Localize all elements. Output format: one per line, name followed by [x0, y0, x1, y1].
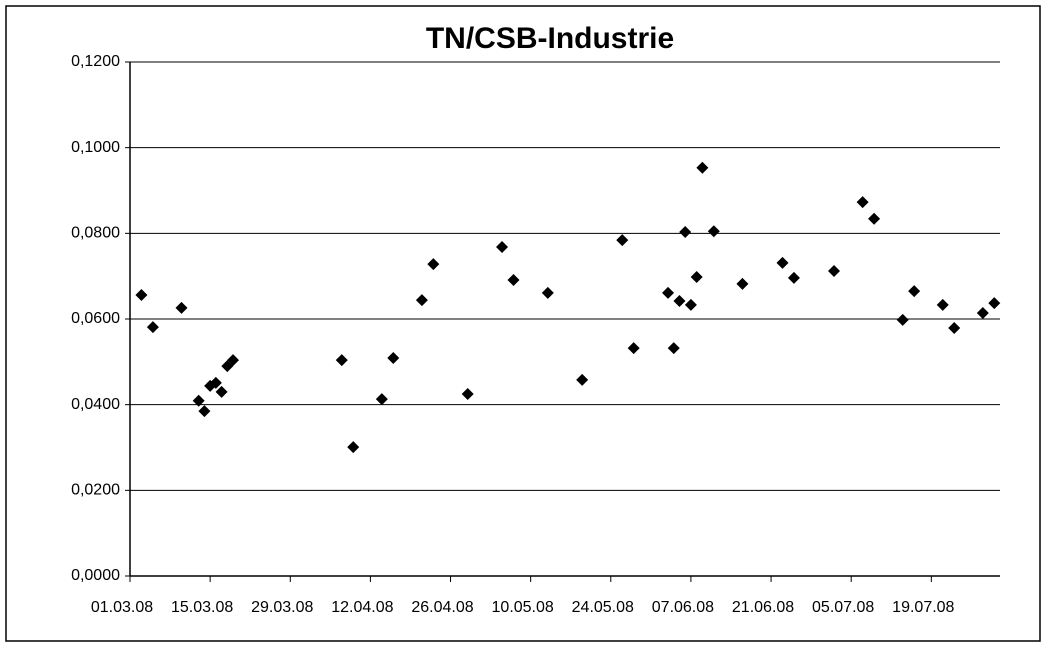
- point: [198, 405, 211, 418]
- point: [387, 351, 400, 364]
- point: [707, 225, 720, 238]
- x-tick-label: 07.06.08: [652, 599, 714, 616]
- chart-title: TN/CSB-Industrie: [426, 22, 674, 55]
- point: [667, 342, 680, 355]
- point: [427, 258, 440, 271]
- x-tick-label: 21.06.08: [732, 599, 794, 616]
- point: [335, 354, 348, 367]
- point: [776, 256, 789, 269]
- y-tick-label: 0,1000: [71, 139, 120, 156]
- x-tick-label: 10.05.08: [492, 599, 554, 616]
- point: [415, 294, 428, 307]
- point: [662, 286, 675, 299]
- y-tick-label: 0,0000: [71, 567, 120, 584]
- point: [896, 313, 909, 326]
- point: [690, 271, 703, 284]
- point: [787, 271, 800, 284]
- x-tick-label: 24.05.08: [572, 599, 634, 616]
- y-tick-label: 0,0400: [71, 396, 120, 413]
- x-tick-label: 26.04.08: [411, 599, 473, 616]
- x-tick-label: 19.07.08: [892, 599, 954, 616]
- point: [856, 196, 869, 209]
- point: [696, 161, 709, 174]
- point: [679, 226, 692, 239]
- point: [461, 387, 474, 400]
- point: [868, 212, 881, 225]
- point: [828, 265, 841, 278]
- y-tick-label: 0,0600: [71, 310, 120, 327]
- point: [146, 321, 159, 334]
- point: [908, 285, 921, 298]
- x-tick-label: 01.03.08: [91, 599, 153, 616]
- point: [736, 277, 749, 290]
- y-tick-label: 0,0200: [71, 482, 120, 499]
- point: [135, 289, 148, 302]
- x-tick-label: 29.03.08: [251, 599, 313, 616]
- point: [948, 321, 961, 334]
- point: [673, 295, 686, 308]
- point: [541, 286, 554, 299]
- point: [227, 354, 240, 367]
- point: [175, 301, 188, 314]
- point: [976, 307, 989, 320]
- y-tick-label: 0,1200: [71, 53, 120, 70]
- point: [209, 376, 222, 389]
- point: [684, 298, 697, 311]
- point: [627, 342, 640, 355]
- point: [936, 298, 949, 311]
- x-tick-label: 15.03.08: [171, 599, 233, 616]
- point: [496, 241, 509, 254]
- x-tick-label: 05.07.08: [812, 599, 874, 616]
- point: [192, 394, 205, 407]
- point: [375, 393, 388, 406]
- point: [215, 385, 228, 398]
- point: [507, 274, 520, 287]
- point: [988, 297, 1001, 310]
- chart-border: [5, 5, 1041, 642]
- point: [347, 441, 360, 454]
- y-tick-label: 0,0800: [71, 225, 120, 242]
- point: [616, 234, 629, 247]
- x-tick-label: 12.04.08: [331, 599, 393, 616]
- point: [576, 373, 589, 386]
